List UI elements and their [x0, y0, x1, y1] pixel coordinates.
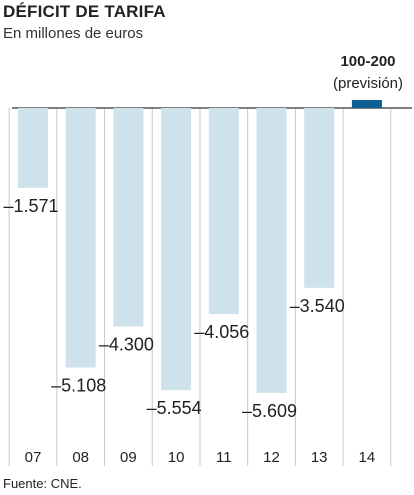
forecast-bar — [351, 100, 382, 108]
bar — [304, 108, 335, 288]
x-tick-label: 11 — [216, 449, 232, 466]
chart-subtitle: En millones de euros — [3, 25, 144, 42]
x-tick-label: 14 — [359, 449, 376, 466]
bar-value-label: –4.300 — [99, 334, 154, 354]
bar-value-label: –3.540 — [290, 296, 345, 316]
forecast-range-label: 100-200 — [340, 53, 395, 70]
x-tick-label: 08 — [72, 449, 89, 466]
x-tick-label: 07 — [25, 449, 42, 466]
x-tick-label: 09 — [120, 449, 137, 466]
bar-value-label: –5.554 — [147, 398, 202, 418]
bar-value-label: –4.056 — [194, 322, 249, 342]
x-tick-label: 12 — [263, 449, 280, 466]
bar — [208, 108, 239, 315]
bar — [18, 108, 48, 188]
bar-value-label: –1.571 — [3, 196, 58, 216]
bar — [65, 108, 96, 368]
forecast-note-label: (previsión) — [333, 75, 403, 92]
bar — [256, 108, 287, 393]
bar — [161, 108, 192, 391]
x-tick-label: 13 — [311, 449, 328, 466]
source-note: Fuente: CNE. — [3, 476, 82, 491]
bar-value-label: –5.108 — [51, 375, 106, 395]
bar — [113, 108, 144, 327]
bar-value-label: –5.609 — [242, 401, 297, 421]
x-tick-label: 10 — [168, 449, 185, 466]
chart-title: DÉFICIT DE TARIFA — [3, 2, 166, 21]
